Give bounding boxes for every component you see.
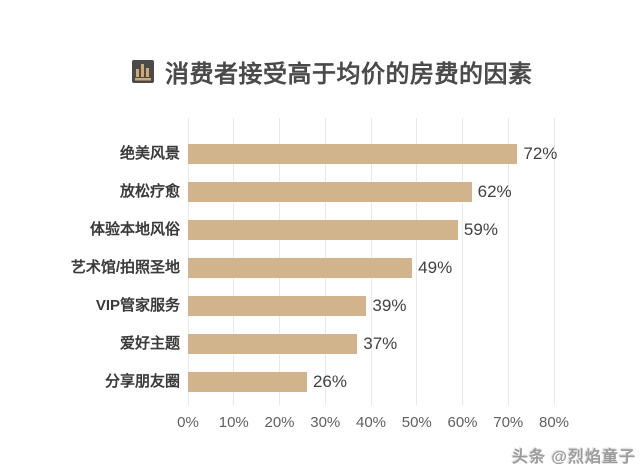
bar-chart-icon xyxy=(132,60,154,83)
category-label: 体验本地风俗 xyxy=(89,221,180,238)
plot-area: 0% 10% 20% 30% 40% 50% 60% 70% 80% 绝美风景 72% 放松疗愈 62%… xyxy=(70,118,570,431)
value-label: 26% xyxy=(312,372,347,391)
bar xyxy=(188,296,367,316)
category-label: VIP管家服务 xyxy=(95,297,180,314)
value-label: 59% xyxy=(463,220,498,239)
value-label: 37% xyxy=(363,334,398,353)
gridline xyxy=(462,118,463,405)
category-label: 艺术馆/拍照圣地 xyxy=(70,259,180,276)
bar xyxy=(188,334,358,354)
x-tick-label: 70% xyxy=(493,414,524,431)
x-tick-label: 60% xyxy=(447,414,478,431)
bar xyxy=(188,144,518,164)
chart-title: 消费者接受高于均价的房费的因素 xyxy=(165,61,533,88)
gridline xyxy=(553,118,555,405)
bar xyxy=(188,182,472,202)
watermark: 头条 @烈焰童子 xyxy=(511,449,636,466)
value-label: 39% xyxy=(372,296,407,315)
category-label: 分享朋友圈 xyxy=(104,373,180,390)
x-tick-label: 10% xyxy=(218,414,249,431)
x-tick-label: 50% xyxy=(401,414,432,431)
bar xyxy=(188,220,458,240)
value-label: 72% xyxy=(523,144,558,163)
x-tick-label: 40% xyxy=(355,414,387,431)
x-tick-label: 30% xyxy=(310,414,341,431)
category-label: 放松疗愈 xyxy=(119,183,180,200)
x-tick-label: 80% xyxy=(538,414,570,431)
chart-header: 消费者接受高于均价的房费的因素 xyxy=(132,54,533,89)
x-tick-label: 20% xyxy=(264,414,295,431)
category-label: 爱好主题 xyxy=(119,335,180,352)
bar xyxy=(188,258,413,278)
value-label: 49% xyxy=(418,258,453,277)
gridline xyxy=(416,118,418,405)
category-label: 绝美风景 xyxy=(119,145,180,162)
bar xyxy=(188,372,307,392)
gridline xyxy=(507,118,509,405)
x-tick-label: 0% xyxy=(177,414,199,431)
value-label: 62% xyxy=(477,182,512,201)
